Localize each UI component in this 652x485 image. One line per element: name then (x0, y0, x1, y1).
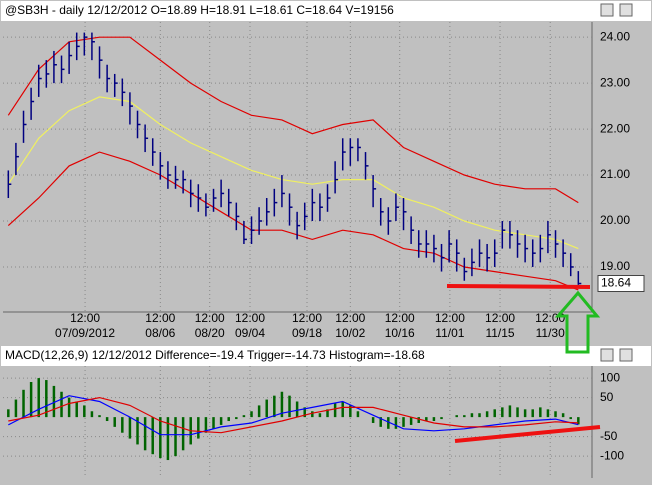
line-series (7, 36, 579, 204)
x-tick-time: 12:00 (292, 311, 322, 325)
x-tick-label: 09/04 (235, 326, 265, 340)
support-line (446, 284, 591, 289)
y-tick-label: 20.00 (600, 213, 630, 227)
line-series (8, 396, 579, 434)
y-tick-label: 100 (600, 370, 620, 384)
x-tick-time: 12:00 (485, 311, 515, 325)
x-tick-label: 09/18 (292, 326, 322, 340)
y-tick-label: 21.00 (600, 167, 630, 181)
x-tick-label: 10/16 (385, 326, 415, 340)
y-tick-label: 19.00 (600, 259, 630, 273)
y-tick-label: -50 (600, 429, 618, 443)
trend-line (454, 425, 601, 443)
x-tick-label: 08/20 (195, 326, 225, 340)
x-tick-time: 12:00 (145, 311, 175, 325)
window-button[interactable] (600, 348, 614, 362)
window-button[interactable] (600, 3, 614, 17)
macd-header (1, 346, 651, 366)
x-tick-label: 10/02 (335, 326, 365, 340)
x-tick-time: 12:00 (335, 311, 365, 325)
y-tick-label: 50 (600, 390, 614, 404)
macd-title: MACD(12,26,9) 12/12/2012 Difference=-19.… (5, 348, 425, 362)
x-tick-time: 12:00 (70, 311, 100, 325)
line-series (8, 395, 579, 436)
x-tick-label: 11/15 (485, 326, 514, 340)
window-button[interactable] (619, 3, 633, 17)
price-header (1, 1, 651, 21)
x-tick-time: 12:00 (435, 311, 465, 325)
arrow (554, 290, 601, 354)
window-button[interactable] (619, 348, 633, 362)
line-series (7, 96, 579, 250)
x-tick-time: 12:00 (385, 311, 415, 325)
y-tick-label: 22.00 (600, 121, 630, 135)
last-price-box (597, 275, 645, 293)
last-price-label: 18.64 (601, 276, 631, 290)
x-tick-label: 11/01 (435, 326, 464, 340)
x-tick-label: 08/06 (145, 326, 175, 340)
x-tick-time: 12:00 (195, 311, 225, 325)
y-tick-label: 24.00 (600, 29, 630, 43)
price-title: @SB3H - daily 12/12/2012 O=18.89 H=18.91… (5, 3, 394, 17)
x-tick-label: 07/09/2012 (55, 326, 115, 340)
plots: 19.0020.0021.0022.0023.0024.0012:0007/09… (3, 22, 645, 478)
y-tick-label: -100 (600, 448, 624, 462)
x-tick-time: 12:00 (235, 311, 265, 325)
x-tick-label: 11/30 (536, 326, 565, 340)
y-tick-label: 23.00 (600, 75, 630, 89)
